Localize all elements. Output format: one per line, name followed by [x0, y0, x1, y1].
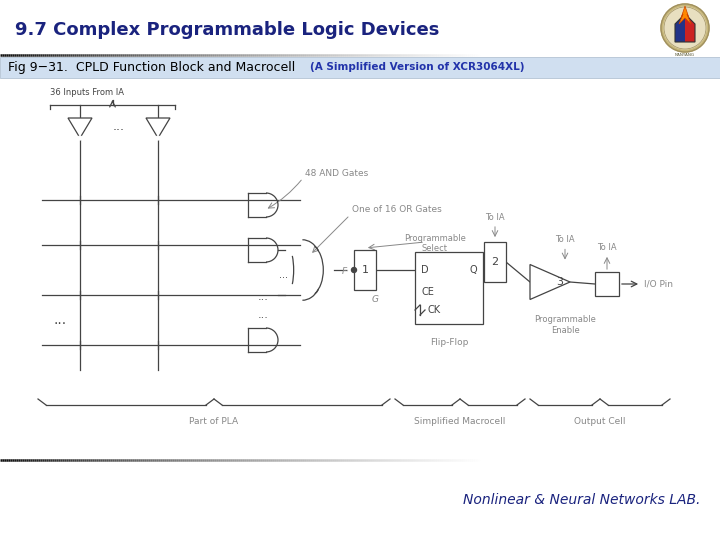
Text: ...: ...: [258, 292, 269, 302]
Circle shape: [156, 136, 160, 140]
Text: To IA: To IA: [597, 243, 617, 252]
FancyBboxPatch shape: [484, 242, 506, 282]
Text: CE: CE: [421, 287, 434, 297]
Text: CK: CK: [427, 305, 440, 315]
Text: D: D: [421, 265, 428, 275]
Circle shape: [348, 267, 354, 273]
Text: ...: ...: [279, 270, 288, 280]
Text: 9.7 Complex Programmable Logic Devices: 9.7 Complex Programmable Logic Devices: [15, 21, 439, 39]
Polygon shape: [68, 118, 92, 138]
Text: 48 AND Gates: 48 AND Gates: [305, 168, 368, 178]
FancyBboxPatch shape: [0, 0, 720, 55]
Circle shape: [78, 136, 82, 140]
Text: (A Simplified Version of XCR3064XL): (A Simplified Version of XCR3064XL): [310, 63, 524, 72]
Text: 3: 3: [557, 277, 564, 287]
Polygon shape: [146, 118, 170, 138]
FancyBboxPatch shape: [415, 252, 483, 324]
Text: 1: 1: [361, 265, 369, 275]
Text: Q: Q: [469, 265, 477, 275]
Text: NANYANG: NANYANG: [675, 53, 695, 57]
Text: Programmable
Enable: Programmable Enable: [534, 315, 596, 335]
Text: To IA: To IA: [485, 213, 505, 222]
Polygon shape: [530, 265, 570, 300]
Text: ...: ...: [258, 310, 269, 320]
Text: ...: ...: [113, 119, 125, 132]
FancyBboxPatch shape: [0, 78, 720, 455]
Text: Flip-Flop: Flip-Flop: [430, 338, 468, 347]
Text: 36 Inputs From IA: 36 Inputs From IA: [50, 88, 124, 97]
Text: Programmable
Select: Programmable Select: [404, 234, 466, 253]
Text: I/O Pin: I/O Pin: [644, 280, 673, 288]
Text: Part of PLA: Part of PLA: [189, 417, 238, 426]
Text: Nonlinear & Neural Networks LAB.: Nonlinear & Neural Networks LAB.: [463, 493, 700, 507]
Text: F: F: [341, 267, 346, 276]
Text: Output Cell: Output Cell: [575, 417, 626, 426]
FancyBboxPatch shape: [0, 459, 720, 540]
Circle shape: [664, 7, 706, 49]
Text: Simplified Macrocell: Simplified Macrocell: [414, 417, 505, 426]
Circle shape: [661, 4, 709, 52]
Text: 2: 2: [492, 257, 498, 267]
FancyBboxPatch shape: [354, 250, 376, 290]
Text: ...: ...: [53, 313, 66, 327]
Text: Fig 9−31.  CPLD Function Block and Macrocell: Fig 9−31. CPLD Function Block and Macroc…: [8, 61, 295, 74]
Polygon shape: [685, 14, 695, 42]
Polygon shape: [675, 14, 685, 42]
Text: To IA: To IA: [555, 235, 575, 245]
Text: One of 16 OR Gates: One of 16 OR Gates: [352, 206, 442, 214]
FancyBboxPatch shape: [595, 272, 619, 296]
FancyBboxPatch shape: [0, 57, 720, 78]
Text: G: G: [372, 295, 379, 304]
Circle shape: [351, 267, 356, 273]
Polygon shape: [679, 6, 691, 24]
